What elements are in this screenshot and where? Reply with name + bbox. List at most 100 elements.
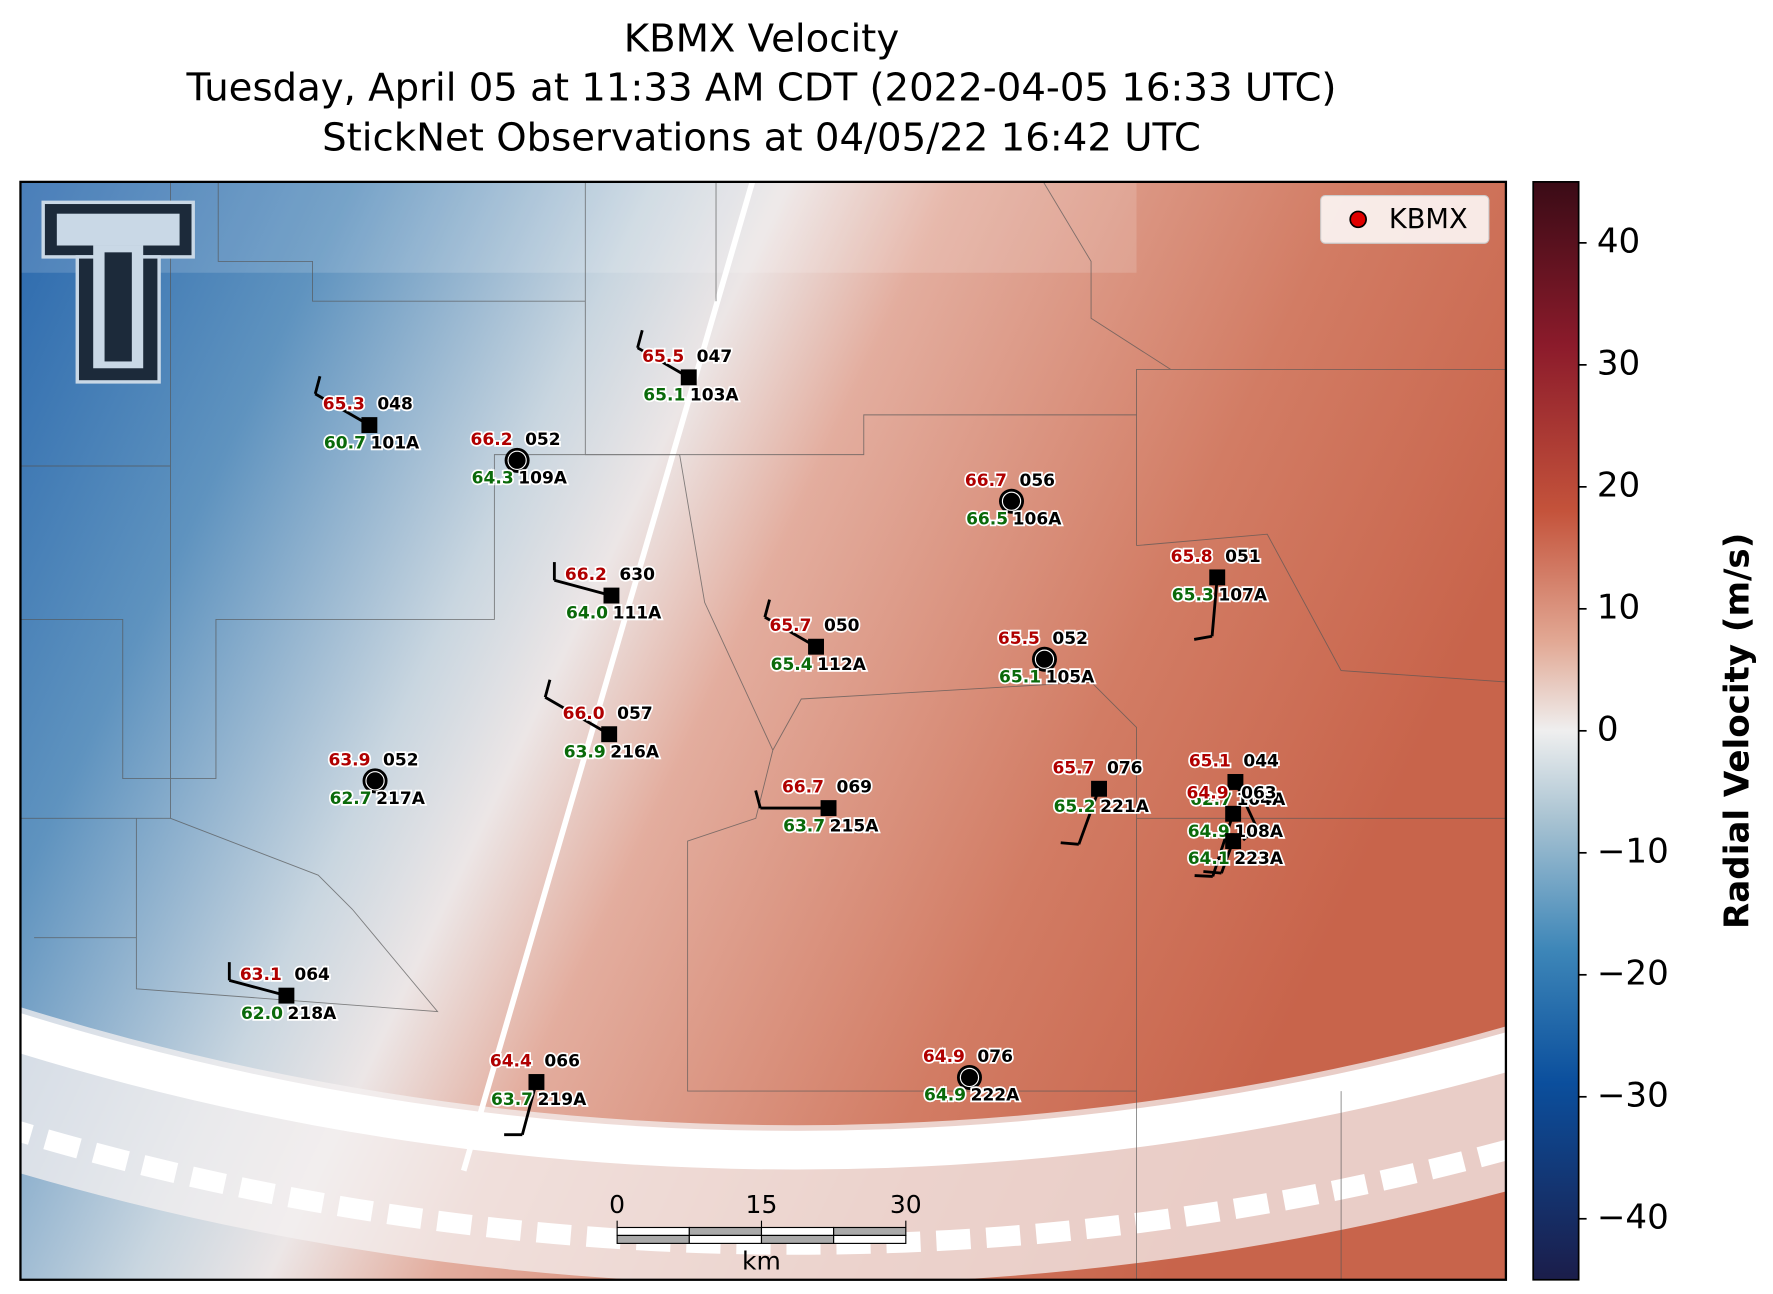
station-marker	[1091, 780, 1107, 797]
colorbar-tick-label: −30	[1597, 1075, 1669, 1115]
title: KBMX Velocity	[624, 16, 899, 61]
pressure-code: 044	[1243, 752, 1279, 772]
station-marker	[603, 587, 620, 604]
map-frame	[19, 180, 1508, 1281]
temperature: 64.9	[1187, 783, 1229, 803]
pressure-code: 052	[1052, 629, 1088, 649]
station-id: 108A	[1234, 822, 1284, 842]
temperature: 66.2	[471, 430, 513, 450]
station-id: 221A	[1100, 797, 1150, 817]
station-id: 109A	[518, 469, 568, 489]
dewpoint: 63.7	[783, 816, 825, 836]
scale-segment	[688, 1226, 763, 1237]
station-marker	[1225, 833, 1242, 850]
temperature: 65.5	[998, 629, 1040, 649]
dewpoint: 64.1	[1188, 849, 1230, 869]
wind-barb	[1077, 788, 1101, 845]
station-id: 215A	[830, 816, 880, 836]
subtitle: StickNet Observations at 04/05/22 16:42 …	[322, 115, 1201, 160]
wind-barb-flag	[1060, 841, 1079, 846]
dewpoint: 62.7	[330, 789, 372, 809]
sparse-echo	[20, 181, 1137, 273]
scale-segment	[616, 1234, 690, 1244]
station-id: 223A	[1234, 849, 1284, 869]
pressure-code: 051	[1225, 547, 1261, 567]
wind-barb-flag	[636, 329, 644, 349]
station-id: 218A	[288, 1004, 338, 1024]
station-id: 105A	[1046, 667, 1096, 687]
station-id: 106A	[1013, 509, 1063, 529]
colorbar-tick-label: 0	[1597, 709, 1619, 749]
temperature: 63.1	[240, 965, 282, 985]
scale-segment	[688, 1234, 763, 1244]
station-marker	[808, 638, 824, 655]
scale-segment	[760, 1226, 835, 1237]
temperature: 66.0	[563, 704, 605, 724]
wind-barb-flag	[313, 375, 322, 395]
station-marker	[361, 417, 378, 434]
scale-bar: km 0 15 30	[609, 1190, 922, 1276]
pressure-code: 056	[1019, 471, 1055, 491]
pressure-code: 052	[383, 750, 419, 770]
dewpoint: 65.4	[771, 655, 813, 675]
wind-barb	[764, 615, 817, 648]
wind-barb	[520, 1081, 538, 1136]
dewpoint: 63.9	[564, 742, 606, 762]
legend-label: KBMX	[1389, 204, 1468, 235]
wind-barb-flag	[763, 599, 771, 618]
temperature: 65.7	[1052, 758, 1094, 778]
dewpoint: 65.1	[643, 386, 685, 406]
colorbar-ticks: 40 30 20 10 0 −10 −20 −30 −40	[1578, 221, 1669, 1237]
station-marker-ring	[1034, 649, 1055, 669]
wind-barb	[1211, 813, 1235, 877]
station-id: 112A	[817, 655, 867, 675]
legend-marker	[1349, 210, 1367, 229]
scale-segment	[833, 1226, 907, 1237]
pressure-code: 047	[697, 347, 733, 367]
range-ring	[0, 0, 1773, 1150]
dewpoint: 65.3	[1172, 586, 1214, 606]
pressure-code: 064	[294, 965, 330, 985]
dewpoint: 65.2	[1054, 797, 1096, 817]
dewpoint: 64.0	[566, 604, 608, 624]
pressure-code: 057	[617, 704, 653, 724]
colorbar-tick-label: −10	[1597, 831, 1669, 871]
wind-barb-flag	[1242, 827, 1258, 842]
beam-line	[460, 181, 756, 1172]
wind-barb-flag	[1193, 634, 1213, 641]
temperature: 64.4	[490, 1052, 532, 1072]
dewpoint: 64.3	[472, 469, 514, 489]
pressure-code: 076	[1107, 758, 1143, 778]
legend-box	[1320, 194, 1490, 244]
station-marker	[680, 369, 697, 386]
pressure-code: 069	[836, 778, 872, 798]
wind-barb-flag	[543, 679, 552, 698]
colorbar	[1532, 181, 1580, 1281]
dewpoint: 63.7	[491, 1090, 533, 1110]
wind-barb	[228, 978, 287, 998]
dewpoint: 64.9	[924, 1086, 966, 1106]
pressure-code: 048	[377, 395, 413, 415]
temperature: 65.8	[1171, 547, 1213, 567]
colorbar-tick-label: −20	[1597, 953, 1669, 993]
station-id: 103A	[690, 386, 740, 406]
scale-segment	[760, 1234, 835, 1244]
pressure-code: 076	[977, 1047, 1013, 1067]
temperature: 66.7	[782, 778, 824, 798]
station-marker	[528, 1074, 545, 1090]
station-marker-ring	[507, 450, 527, 470]
scale-tick-label: 0	[609, 1190, 625, 1219]
logo	[41, 200, 195, 384]
station-marker	[820, 800, 837, 817]
station-id: 216A	[610, 742, 660, 762]
scale-segment	[616, 1226, 690, 1237]
station-id: 107A	[1218, 586, 1268, 606]
wind-barb-flag	[754, 790, 762, 809]
pressure-code: 066	[544, 1052, 580, 1072]
wind-barb	[544, 696, 610, 736]
station-marker	[1227, 774, 1244, 790]
stations: 65.3 048 60.7 101A 66.2 052 64.3 109A 65.5 047 65.…	[227, 329, 1288, 1137]
temperature: 63.9	[328, 750, 370, 770]
